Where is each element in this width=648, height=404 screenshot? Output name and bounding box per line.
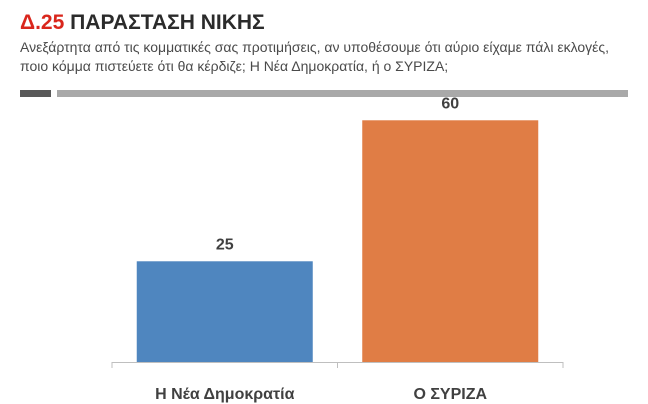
bar bbox=[136, 261, 313, 362]
question-title: ΠΑΡΑΣΤΑΣΗ ΝΙΚΗΣ bbox=[70, 11, 265, 34]
data-label: 60 bbox=[441, 95, 459, 112]
data-label: 25 bbox=[216, 236, 234, 253]
category-label: Η Νέα Δημοκρατία bbox=[155, 386, 295, 403]
header-rule-accent bbox=[20, 90, 51, 97]
question-code: Δ.25 bbox=[20, 11, 65, 34]
chart-title: Δ.25 ΠΑΡΑΣΤΑΣΗ ΝΙΚΗΣ bbox=[20, 10, 635, 36]
bar bbox=[362, 120, 539, 363]
question-text: Ανεξάρτητα από τις κομματικές σας προτιμ… bbox=[20, 39, 610, 74]
category-label: Ο ΣΥΡΙΖΑ bbox=[413, 386, 487, 403]
chart-header: Δ.25 ΠΑΡΑΣΤΑΣΗ ΝΙΚΗΣ Ανεξάρτητα από τις … bbox=[20, 10, 635, 76]
header-rule bbox=[57, 90, 628, 97]
